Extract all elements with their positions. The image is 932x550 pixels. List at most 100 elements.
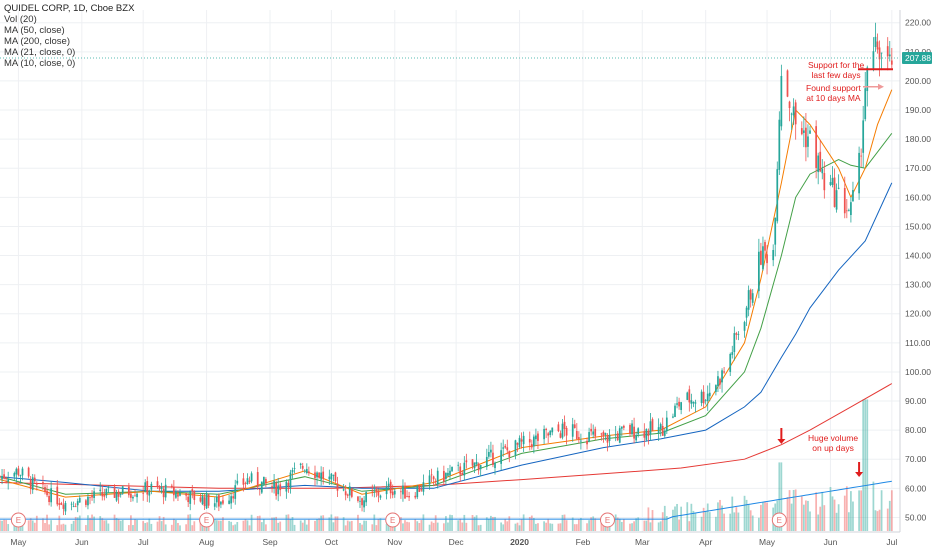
candle-body (293, 467, 296, 469)
volume-bar (291, 516, 294, 531)
candle-body (89, 497, 91, 499)
annotation-support-last-days: Support for the last few days (808, 60, 864, 80)
volume-bar (847, 512, 850, 531)
plot-area (0, 10, 900, 532)
candle-body (442, 470, 445, 482)
volume-bar (132, 525, 134, 531)
candle-body (635, 435, 638, 441)
candle-body (676, 403, 678, 405)
candle-body (561, 423, 564, 438)
candle-body (285, 481, 288, 492)
volume-bar (719, 499, 721, 531)
candle-body (414, 495, 417, 498)
earnings-marker-label: E (605, 516, 610, 525)
volume-bar (62, 523, 65, 531)
volume-bar (142, 521, 145, 531)
candle-body (72, 506, 75, 507)
candle-body (85, 500, 87, 505)
volume-bar (749, 510, 752, 531)
candle-body (463, 462, 466, 476)
candle-body (537, 433, 539, 441)
volume-bar (432, 522, 435, 531)
candle-body (350, 488, 353, 497)
volume-bar (285, 514, 288, 531)
candle-body (334, 472, 337, 482)
volume-bar (146, 522, 149, 531)
candle-body (277, 485, 280, 495)
volume-bar (160, 521, 163, 531)
volume-bar (794, 489, 797, 531)
volume-bar (717, 502, 719, 531)
volume-bar (185, 524, 188, 531)
candle-body (606, 435, 609, 443)
candle-body (136, 493, 138, 498)
volume-bar (244, 518, 247, 531)
volume-bar (852, 501, 854, 531)
volume-bar (575, 524, 578, 531)
volume-bar (447, 522, 449, 531)
volume-bar (64, 524, 67, 531)
candle-body (762, 246, 764, 270)
volume-bar (835, 512, 838, 531)
volume-bar (299, 520, 302, 531)
volume-bar (516, 522, 519, 531)
candle-body (15, 468, 18, 475)
candle-body (234, 485, 237, 499)
candle-body (142, 492, 145, 494)
volume-bar (659, 521, 662, 531)
volume-bar (663, 505, 666, 531)
volume-bar (702, 507, 705, 531)
volume-bar (314, 520, 316, 531)
volume-bar (805, 500, 807, 531)
volume-bar (821, 491, 824, 531)
candle-body (479, 465, 482, 470)
candle-body (158, 486, 161, 490)
volume-bar (479, 524, 482, 531)
y-tick-label: 150.00 (905, 221, 931, 231)
candle-body (29, 479, 32, 489)
y-tick-label: 200.00 (905, 76, 931, 86)
candle-body (377, 491, 380, 496)
volume-bar (336, 516, 339, 531)
volume-bar (886, 508, 889, 531)
candle-body (150, 483, 153, 490)
candle-body (717, 376, 719, 387)
candle-body (121, 486, 124, 494)
volume-bar (721, 505, 723, 531)
volume-bar (473, 516, 476, 531)
candle-body (487, 452, 490, 457)
volume-bar (860, 490, 863, 531)
volume-bar (645, 520, 648, 531)
volume-bar (332, 522, 335, 531)
volume-bar (729, 513, 732, 531)
candle-body (565, 427, 568, 436)
candle-body (256, 472, 259, 487)
volume-bar (876, 511, 879, 531)
candle-body (651, 419, 654, 431)
candle-body (103, 494, 106, 497)
candle-body (228, 500, 230, 504)
candle-body (35, 483, 38, 485)
candle-body (633, 426, 635, 439)
candle-body (132, 496, 134, 499)
candle-body (21, 468, 24, 476)
volume-bar (461, 522, 464, 531)
volume-bar (845, 486, 848, 531)
candle-body (471, 459, 474, 466)
candle-body (708, 392, 711, 397)
volume-bar (113, 514, 116, 531)
candle-body (156, 481, 159, 487)
volume-bar (303, 519, 306, 531)
candle-body (418, 485, 421, 492)
candle-body (389, 481, 392, 494)
volume-bar (747, 504, 750, 531)
volume-bar (762, 502, 764, 531)
volume-bar (42, 518, 44, 531)
y-tick-label: 80.00 (905, 425, 927, 435)
volume-bar (577, 519, 580, 531)
volume-bar (449, 514, 451, 531)
candle-body (473, 462, 476, 469)
candle-body (144, 482, 147, 492)
volume-bar (649, 522, 652, 531)
y-tick-label: 130.00 (905, 280, 931, 290)
